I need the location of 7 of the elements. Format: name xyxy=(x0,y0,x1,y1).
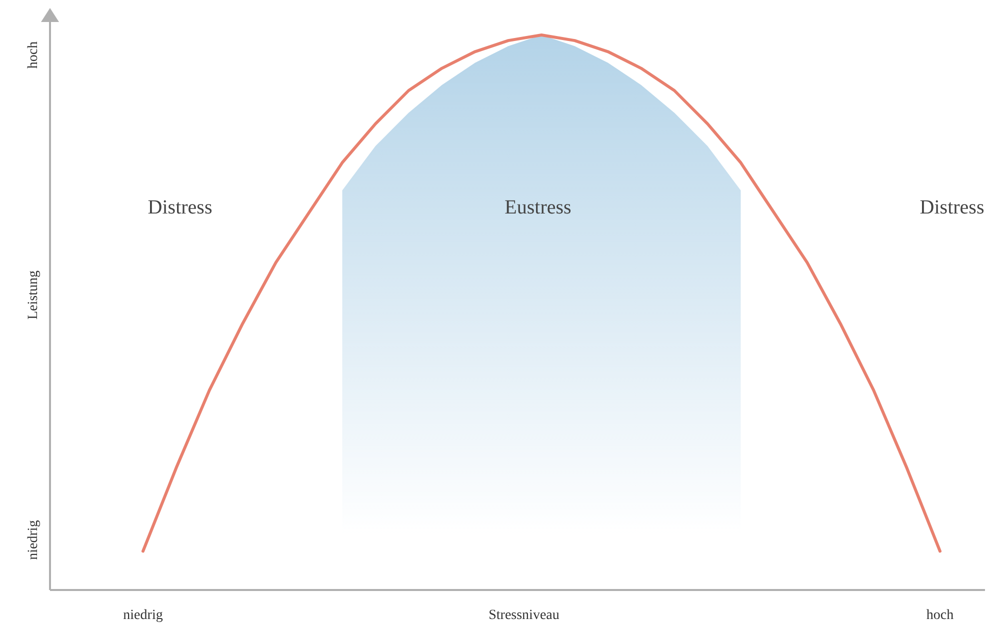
text: niedrig xyxy=(26,520,42,560)
text: Leistung xyxy=(26,270,42,320)
annotation: Eustress xyxy=(504,196,572,219)
annotation: Distress xyxy=(148,196,212,219)
x-axis-title: Stressniveau xyxy=(488,608,560,624)
annotation: Distress xyxy=(920,196,984,219)
text: hoch xyxy=(26,41,42,69)
